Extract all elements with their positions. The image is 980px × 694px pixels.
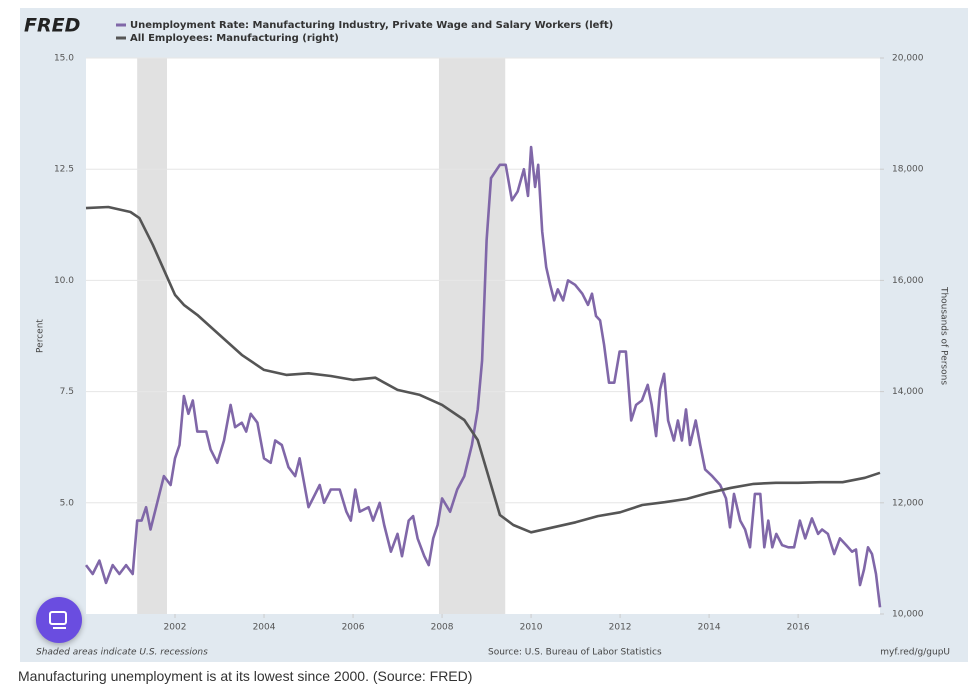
icon-shape	[49, 611, 67, 625]
gallery-button[interactable]	[36, 597, 82, 643]
x-tick-label: 2016	[787, 623, 810, 633]
x-tick-label: 2002	[164, 623, 187, 633]
x-tick-label: 2004	[253, 623, 276, 633]
y2-tick-label: 14,000	[892, 387, 924, 397]
legend-label: Unemployment Rate: Manufacturing Industr…	[130, 20, 613, 31]
recession-note: Shaded areas indicate U.S. recessions	[36, 648, 208, 658]
y-tick-label: 10.0	[54, 276, 74, 286]
gallery-icon	[49, 611, 67, 629]
y2-axis-label: Thousands of Persons	[939, 286, 949, 385]
x-tick-label: 2008	[431, 623, 454, 633]
y2-tick-label: 10,000	[892, 610, 924, 620]
short-url: myf.red/g/gupU	[880, 648, 950, 658]
y2-tick-label: 12,000	[892, 498, 924, 508]
x-tick-label: 2006	[342, 623, 365, 633]
y-axis-label: Percent	[36, 319, 46, 353]
series-line	[84, 145, 882, 608]
y-tick-label: 7.5	[60, 387, 74, 397]
chart: FRED Percent Thousands of Persons Shaded…	[20, 8, 968, 662]
y2-tick-label: 16,000	[892, 276, 924, 286]
x-tick-label: 2010	[520, 623, 543, 633]
x-tick-label: 2012	[609, 623, 632, 633]
logo: FRED	[24, 15, 80, 37]
y-tick-label: 15.0	[54, 54, 74, 64]
y2-tick-label: 18,000	[892, 165, 924, 175]
y-tick-label: 12.5	[54, 165, 74, 175]
x-tick-label: 2014	[698, 623, 721, 633]
source: Source: U.S. Bureau of Labor Statistics	[488, 648, 662, 658]
caption: Manufacturing unemployment is at its low…	[18, 668, 473, 684]
recession-band	[137, 58, 168, 614]
y-tick-label: 5.0	[60, 498, 75, 508]
legend-label: All Employees: Manufacturing (right)	[130, 33, 339, 44]
series-line	[85, 205, 881, 534]
y2-tick-label: 20,000	[892, 54, 924, 64]
recession-band	[438, 58, 506, 614]
